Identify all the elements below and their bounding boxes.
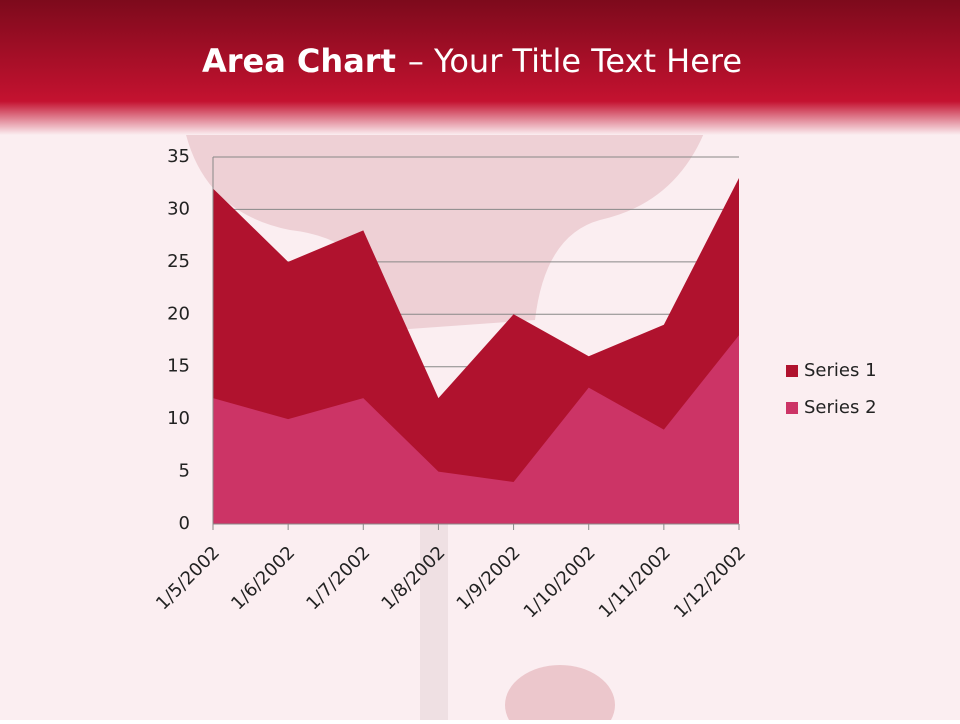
- legend-swatch: [786, 365, 798, 377]
- y-tick-label: 35: [167, 146, 190, 167]
- legend-swatch: [786, 402, 798, 414]
- decor-stem: [420, 520, 448, 720]
- title-bold: Area Chart: [202, 42, 396, 80]
- title-rest: – Your Title Text Here: [408, 42, 742, 80]
- legend-label: Series 2: [804, 397, 877, 418]
- y-tick-label: 30: [167, 198, 190, 219]
- legend-label: Series 1: [804, 360, 877, 381]
- header-band: [0, 0, 960, 135]
- y-tick-label: 20: [167, 303, 190, 324]
- y-tick-label: 10: [167, 408, 190, 429]
- y-tick-label: 25: [167, 251, 190, 272]
- y-tick-label: 0: [179, 513, 190, 534]
- decor-berry: [505, 665, 615, 724]
- y-tick-label: 5: [179, 461, 190, 482]
- area: [213, 335, 739, 524]
- y-tick-label: 15: [167, 356, 190, 377]
- title: Area Chart – Your Title Text Here: [202, 42, 742, 80]
